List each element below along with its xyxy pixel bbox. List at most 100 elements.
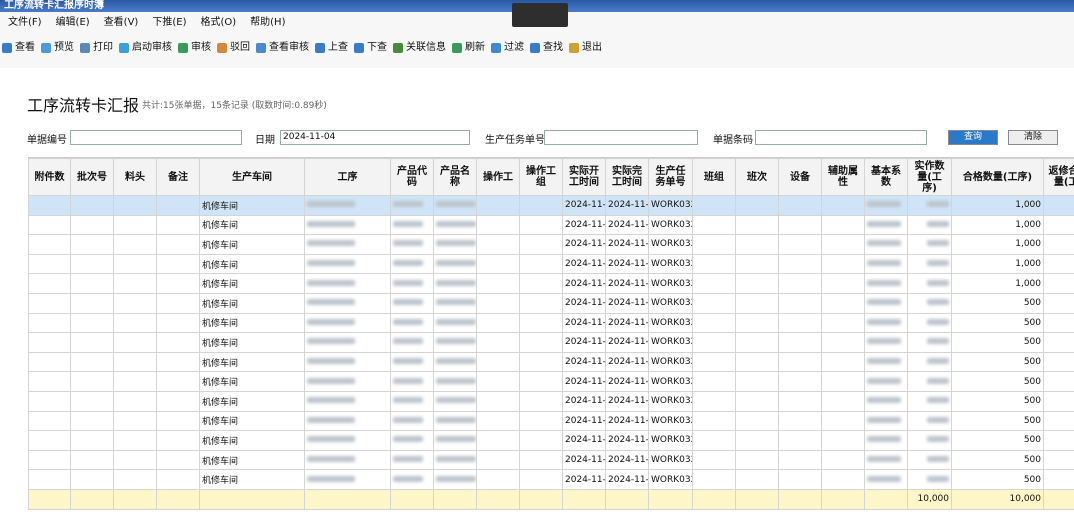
blurred-content	[307, 260, 355, 267]
column-header[interactable]: 基本系数	[864, 158, 908, 196]
table-cell	[519, 430, 563, 451]
filter-button[interactable]: 查询	[948, 130, 998, 145]
filter-input[interactable]	[544, 130, 698, 145]
toolbar-button[interactable]: 驳回	[217, 38, 250, 58]
table-cell	[113, 234, 157, 255]
toolbar-button[interactable]: 过滤	[491, 38, 524, 58]
blurred-content	[436, 318, 476, 325]
column-header[interactable]: 生产车间	[199, 158, 305, 196]
toolbar-button[interactable]: 上查	[315, 38, 348, 58]
column-header[interactable]: 生产任务单号	[648, 158, 693, 196]
table-cell: 机修车间	[199, 332, 305, 353]
table-cell	[692, 332, 736, 353]
blurred-content	[307, 475, 355, 482]
column-header[interactable]: 备注	[156, 158, 200, 196]
filter-input[interactable]: 2024-11-04	[280, 130, 470, 145]
blurred-content	[393, 397, 423, 404]
column-header[interactable]: 辅助属性	[821, 158, 865, 196]
column-header[interactable]: 返修合格数量(工序)	[1043, 158, 1074, 196]
table-cell	[1043, 195, 1074, 216]
table-cell	[735, 273, 779, 294]
column-header[interactable]: 产品名称	[433, 158, 477, 196]
toolbar-button[interactable]: 退出	[569, 38, 602, 58]
totals-cell	[1043, 488, 1074, 510]
column-header[interactable]: 合格数量(工序)	[951, 158, 1044, 196]
table-cell	[304, 195, 391, 216]
toolbar-button[interactable]: 查看	[2, 38, 35, 58]
table-cell	[735, 332, 779, 353]
table-cell	[304, 390, 391, 412]
filter-input[interactable]	[755, 130, 927, 145]
table-cell	[735, 390, 779, 412]
blurred-content	[393, 220, 423, 227]
table-cell	[156, 351, 200, 373]
column-header[interactable]: 批次号	[70, 158, 114, 196]
column-header[interactable]: 附件数	[28, 158, 71, 196]
blurred-content	[436, 220, 476, 227]
filter-input[interactable]	[70, 130, 242, 145]
menu-item[interactable]: 帮助(H)	[250, 17, 286, 28]
table-cell	[519, 214, 563, 236]
column-header[interactable]: 班组	[692, 158, 736, 196]
blurred-content	[867, 220, 901, 227]
table-cell	[113, 332, 157, 353]
table-cell	[28, 371, 71, 392]
toolbar-button[interactable]: 查找	[530, 38, 563, 58]
table-cell: WORK03257	[648, 469, 693, 490]
blurred-content	[393, 279, 423, 286]
table-cell: 2024-11-0	[562, 234, 606, 255]
column-header[interactable]: 实际开工时间	[562, 158, 606, 196]
toolbar-button[interactable]: 审核	[178, 38, 211, 58]
blurred-content	[927, 377, 949, 384]
column-header[interactable]: 操作工	[476, 158, 520, 196]
toolbar-button[interactable]: 下查	[354, 38, 387, 58]
menu-item[interactable]: 编辑(E)	[55, 17, 90, 28]
table-cell	[113, 410, 157, 432]
menu-item[interactable]: 下推(E)	[152, 17, 187, 28]
blurred-content	[927, 358, 949, 365]
menu-item[interactable]: 格式(O)	[200, 17, 237, 28]
toolbar-icon	[452, 43, 462, 53]
table-cell	[864, 332, 908, 353]
toolbar-button[interactable]: 刷新	[452, 38, 485, 58]
column-header[interactable]: 实际完工时间	[605, 158, 649, 196]
column-header[interactable]: 实作数量(工序)	[907, 158, 952, 196]
column-header[interactable]: 操作工组	[519, 158, 563, 196]
overlay-controls[interactable]	[512, 3, 568, 27]
column-header[interactable]: 产品代码	[390, 158, 434, 196]
blurred-content	[927, 220, 949, 227]
table-cell	[390, 332, 434, 353]
toolbar-button[interactable]: 关联信息	[393, 38, 446, 58]
table-cell	[113, 430, 157, 451]
column-header[interactable]: 工序	[304, 158, 391, 196]
toolbar-button[interactable]: 查看审核	[256, 38, 309, 58]
table-cell: WORK03257	[648, 410, 693, 432]
toolbar-button[interactable]: 启动审核	[119, 38, 172, 58]
table-cell	[433, 195, 477, 216]
filter-button[interactable]: 清除	[1008, 130, 1058, 145]
column-header[interactable]: 班次	[735, 158, 779, 196]
table-cell	[821, 332, 865, 353]
column-header[interactable]: 料头	[113, 158, 157, 196]
menu-item[interactable]: 文件(F)	[8, 17, 42, 28]
table-cell: 1,000	[951, 195, 1044, 216]
toolbar-button[interactable]: 预览	[41, 38, 74, 58]
toolbar-button[interactable]: 打印	[80, 38, 113, 58]
menu-item[interactable]: 查看(V)	[103, 17, 139, 28]
column-header[interactable]: 设备	[778, 158, 822, 196]
